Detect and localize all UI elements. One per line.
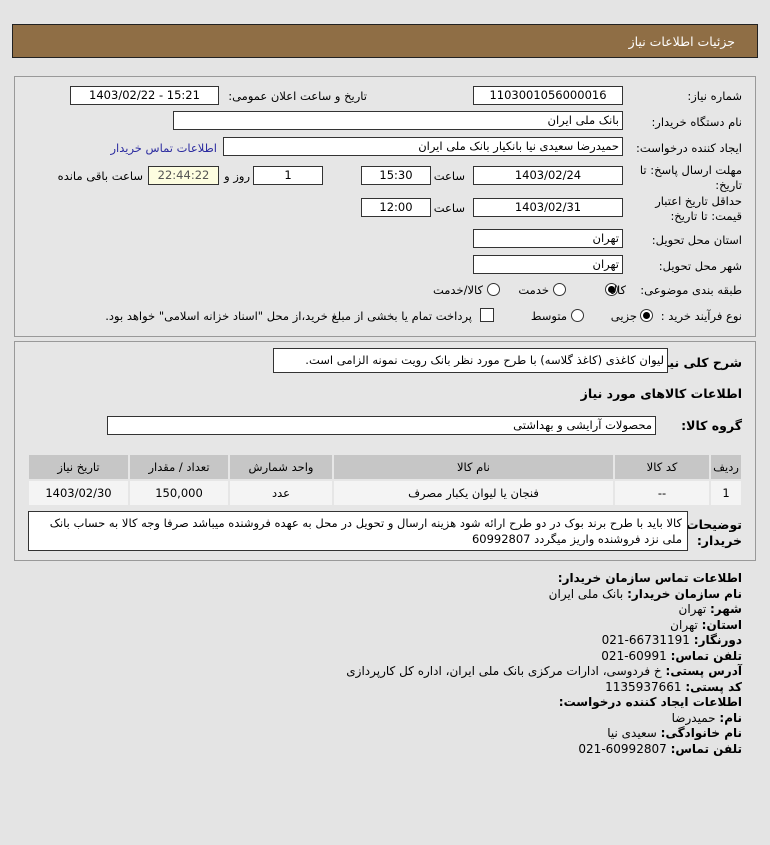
col-code: کد کالا bbox=[615, 455, 709, 479]
contact-section: اطلاعات تماس سازمان خریدار: نام سازمان خ… bbox=[42, 571, 742, 757]
process-radio-minor[interactable] bbox=[640, 309, 653, 322]
page-title: جزئیات اطلاعات نیاز bbox=[628, 34, 735, 49]
phone-label: تلفن تماس: bbox=[670, 648, 742, 663]
process-radio-medium[interactable] bbox=[571, 309, 584, 322]
need-number-field[interactable]: 1103001056000016 bbox=[473, 86, 623, 105]
treasury-text: پرداخت تمام یا بخشی از مبلغ خرید،از محل … bbox=[105, 309, 472, 323]
org-name: بانک ملی ایران bbox=[548, 586, 624, 601]
fax-label: دورنگار: bbox=[693, 633, 742, 647]
remaining-label: ساعت باقی مانده bbox=[57, 169, 143, 183]
cell-name: فنجان یا لیوان یکبار مصرف bbox=[334, 481, 613, 505]
province-field[interactable]: تهران bbox=[473, 229, 623, 248]
creator-phone-label: تلفن تماس: bbox=[670, 741, 742, 756]
process-option-minor: جزیی bbox=[610, 309, 637, 323]
city-field[interactable]: تهران bbox=[473, 255, 623, 274]
table-header-row: ردیف کد کالا نام کالا واحد شمارش تعداد /… bbox=[29, 455, 741, 479]
summary-field: لیوان کاغذی (کاغذ گلاسه) با طرح مورد نظر… bbox=[273, 348, 668, 373]
category-option-service: خدمت bbox=[518, 283, 549, 297]
category-radio-both[interactable] bbox=[487, 283, 500, 296]
deadline-label: مهلت ارسال پاسخ: تا تاریخ: bbox=[639, 163, 742, 192]
postal: 1135937661 bbox=[605, 679, 682, 694]
first-name: حمیدرضا bbox=[671, 710, 716, 725]
city-label: شهر: bbox=[710, 602, 742, 616]
category-radio-goods[interactable] bbox=[605, 283, 618, 296]
days-field[interactable]: 1 bbox=[253, 166, 323, 185]
validity-label: حداقل تاریخ اعتبار قیمت: تا تاریخ: bbox=[655, 194, 742, 223]
cell-date: 1403/02/30 bbox=[29, 481, 128, 505]
address: خ فردوسی، ادارات مرکزی بانک ملی ایران، ا… bbox=[346, 664, 662, 678]
org-name-label: نام سازمان خریدار: bbox=[627, 586, 742, 601]
city-label: شهر محل تحویل: bbox=[658, 259, 742, 273]
postal-label: کد پستی: bbox=[685, 679, 742, 694]
group-field: محصولات آرایشی و بهداشتی bbox=[107, 416, 656, 435]
announce-field[interactable]: 1403/02/22 - 15:21 bbox=[70, 86, 219, 105]
phone: 60991-021 bbox=[601, 648, 667, 663]
buyer-org-field[interactable]: بانک ملی ایران bbox=[173, 111, 623, 130]
process-option-medium: متوسط bbox=[530, 309, 567, 323]
category-option-goods: کالا bbox=[610, 283, 626, 297]
deadline-time-label: ساعت bbox=[433, 169, 465, 183]
validity-date-field[interactable]: 1403/02/31 bbox=[473, 198, 623, 217]
summary-label: شرح کلی نیاز: bbox=[652, 355, 742, 370]
fax: 66731191-021 bbox=[601, 633, 690, 647]
page-header: جزئیات اطلاعات نیاز bbox=[12, 24, 758, 58]
buyer-contact-link[interactable]: اطلاعات تماس خریدار bbox=[110, 141, 217, 155]
announce-label: تاریخ و ساعت اعلان عمومی: bbox=[228, 89, 367, 103]
category-label: طبقه بندی موضوعی: bbox=[640, 283, 742, 297]
city: تهران bbox=[678, 602, 707, 616]
days-label: روز و bbox=[224, 169, 250, 183]
process-label: نوع فرآیند خرید : bbox=[660, 309, 742, 323]
cell-unit: عدد bbox=[230, 481, 332, 505]
province-label: استان محل تحویل: bbox=[651, 233, 742, 247]
col-qty: تعداد / مقدار bbox=[130, 455, 228, 479]
col-row: ردیف bbox=[711, 455, 741, 479]
first-name-label: نام: bbox=[719, 710, 742, 725]
category-radio-service[interactable] bbox=[553, 283, 566, 296]
province-label: استان: bbox=[701, 617, 742, 632]
validity-time-field[interactable]: 12:00 bbox=[361, 198, 431, 217]
notes-label: توضیحات خریدار: bbox=[686, 517, 742, 548]
province: تهران bbox=[670, 617, 698, 632]
goods-table: ردیف کد کالا نام کالا واحد شمارش تعداد /… bbox=[27, 453, 743, 507]
cell-row: 1 bbox=[711, 481, 741, 505]
col-unit: واحد شمارش bbox=[230, 455, 332, 479]
goods-section-title: اطلاعات کالاهای مورد نیاز bbox=[580, 386, 742, 401]
remaining-time-field: 22:44:22 bbox=[148, 166, 219, 185]
group-label: گروه کالا: bbox=[681, 418, 742, 433]
buyer-org-label: نام دستگاه خریدار: bbox=[651, 115, 742, 129]
notes-field: کالا باید با طرح برند بوک در دو طرح ارائ… bbox=[28, 511, 688, 551]
address-label: آدرس پستی: bbox=[665, 664, 742, 678]
need-number-label: شماره نیاز: bbox=[687, 89, 742, 103]
cell-code: -- bbox=[615, 481, 709, 505]
validity-time-label: ساعت bbox=[433, 201, 465, 215]
deadline-time-field[interactable]: 15:30 bbox=[361, 166, 431, 185]
creator-phone: 60992807-021 bbox=[578, 741, 667, 756]
treasury-checkbox[interactable] bbox=[480, 308, 494, 322]
col-name: نام کالا bbox=[334, 455, 613, 479]
category-option-both: کالا/خدمت bbox=[432, 283, 483, 297]
creator-label: ایجاد کننده درخواست: bbox=[636, 141, 742, 155]
last-name-label: نام خانوادگی: bbox=[660, 726, 742, 740]
creator-contact-title: اطلاعات ایجاد کننده درخواست: bbox=[558, 695, 742, 709]
col-date: تاریخ نیاز bbox=[29, 455, 128, 479]
creator-field[interactable]: حمیدرضا سعیدی نیا بانکیار بانک ملی ایران bbox=[223, 137, 623, 156]
org-contact-title: اطلاعات تماس سازمان خریدار: bbox=[557, 571, 742, 585]
table-row: 1 -- فنجان یا لیوان یکبار مصرف عدد 150,0… bbox=[29, 481, 741, 505]
deadline-date-field[interactable]: 1403/02/24 bbox=[473, 166, 623, 185]
cell-qty: 150,000 bbox=[130, 481, 228, 505]
last-name: سعیدی نیا bbox=[607, 726, 657, 740]
